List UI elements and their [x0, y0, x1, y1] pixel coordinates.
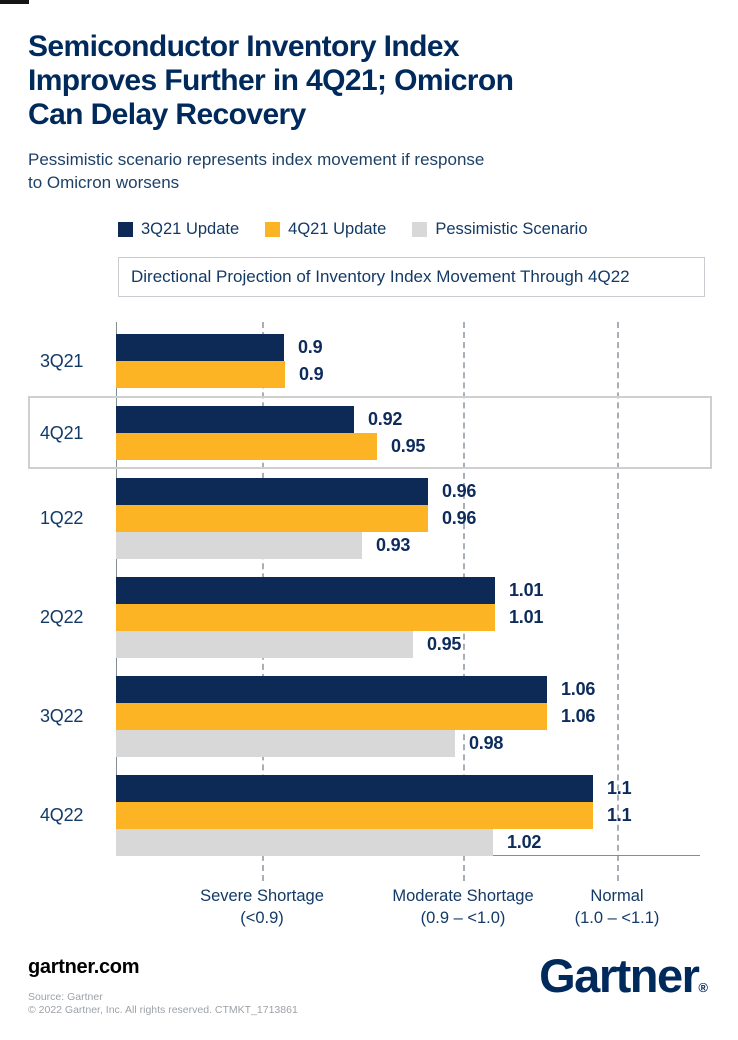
top-left-mark — [0, 0, 29, 4]
bar-row: 0.92 — [116, 406, 425, 433]
gartner-com-link[interactable]: gartner.com — [28, 956, 140, 978]
x-axis-zone-moderate-shortage: Moderate Shortage (0.9 – <1.0) — [392, 887, 534, 927]
bar-group-2q22: 2Q22 1.01 1.01 0.95 — [28, 577, 710, 658]
value-label: 0.9 — [298, 337, 323, 357]
category-label: 2Q22 — [40, 607, 84, 627]
legend-label: 3Q21 Update — [141, 220, 240, 238]
value-label: 0.92 — [368, 409, 403, 429]
value-label: 1.06 — [561, 706, 596, 726]
page-subtitle: Pessimistic scenario represents index mo… — [28, 150, 485, 192]
value-label: 0.95 — [391, 436, 426, 456]
registered-mark-icon: ® — [698, 980, 708, 995]
bar-row: 0.9 — [116, 361, 324, 388]
bar-4q21-series — [116, 361, 285, 388]
bar-group-4q21-highlighted: 4Q21 0.92 0.95 — [28, 396, 712, 469]
bar-row: 0.96 — [116, 478, 476, 505]
bar-row: 0.95 — [116, 433, 425, 460]
legend-item-pessimistic: Pessimistic Scenario — [412, 220, 588, 239]
gartner-logo: Gartner® — [539, 949, 708, 1002]
source-attribution: Source: Gartner © 2022 Gartner, Inc. All… — [28, 991, 298, 1016]
bar-row: 1.06 — [116, 703, 595, 730]
bar-pessimistic-series — [116, 532, 362, 559]
value-label: 0.98 — [469, 733, 504, 753]
bar-3q21-series — [116, 775, 593, 802]
value-label: 0.96 — [442, 481, 477, 501]
category-label: 4Q21 — [40, 422, 84, 443]
bar-4q21-series — [116, 505, 428, 532]
bar-group-3q21: 3Q21 0.9 0.9 — [28, 334, 710, 388]
bar-row: 1.1 — [116, 802, 632, 829]
bar-4q21-series — [116, 703, 547, 730]
value-label: 0.93 — [376, 535, 411, 555]
bar-3q21-series — [116, 334, 284, 361]
bar-group-1q22: 1Q22 0.96 0.96 0.93 — [28, 478, 710, 559]
category-label: 3Q21 — [40, 350, 84, 371]
bar-pessimistic-series — [116, 829, 493, 856]
value-label: 1.01 — [509, 607, 544, 627]
legend-swatch-orange-icon — [265, 222, 281, 237]
bar-4q21-series — [116, 433, 377, 460]
bar-chart: 3Q21 0.9 0.9 4Q21 0. — [28, 322, 712, 934]
bar-4q21-series — [116, 604, 495, 631]
gridline-1-1 — [617, 322, 619, 881]
legend-item-4q21-update: 4Q21 Update — [265, 220, 386, 239]
value-label: 1.06 — [561, 679, 596, 699]
bar-row: 0.9 — [116, 334, 323, 361]
bar-row: 0.93 — [116, 532, 476, 559]
legend-item-3q21-update: 3Q21 Update — [118, 220, 239, 239]
chart-legend: 3Q21 Update 4Q21 Update Pessimistic Scen… — [118, 220, 710, 239]
category-label: 1Q22 — [40, 508, 84, 528]
legend-label: 4Q21 Update — [288, 220, 387, 238]
bar-3q21-series — [116, 478, 428, 505]
page-title: Semiconductor Inventory Index Improves F… — [28, 30, 514, 131]
bar-group-4q22: 4Q22 1.1 1.1 1.02 — [28, 775, 710, 856]
bar-4q21-series — [116, 802, 593, 829]
category-label: 3Q22 — [40, 706, 84, 726]
value-label: 0.95 — [427, 634, 462, 654]
bar-groups: 3Q21 0.9 0.9 4Q21 0. — [28, 322, 712, 856]
bar-pessimistic-series — [116, 730, 455, 757]
bar-row: 1.1 — [116, 775, 632, 802]
bar-3q21-series — [116, 676, 547, 703]
value-label: 1.1 — [607, 805, 632, 825]
bar-3q21-series — [116, 406, 354, 433]
legend-swatch-navy-icon — [118, 222, 133, 237]
value-label: 1.1 — [607, 778, 632, 798]
category-label: 4Q22 — [40, 805, 84, 825]
value-label: 0.96 — [442, 508, 477, 528]
value-label: 1.01 — [509, 580, 544, 600]
value-label: 0.9 — [299, 364, 324, 384]
value-label: 1.02 — [507, 832, 542, 852]
x-axis-zone-severe-shortage: Severe Shortage (<0.9) — [200, 887, 324, 927]
bar-row: 1.01 — [116, 604, 543, 631]
bar-3q21-series — [116, 577, 495, 604]
bar-row: 0.96 — [116, 505, 476, 532]
bar-row: 1.06 — [116, 676, 595, 703]
footer: gartner.com Source: Gartner © 2022 Gartn… — [28, 952, 710, 1017]
legend-label: Pessimistic Scenario — [435, 220, 588, 238]
bar-row: 0.98 — [116, 730, 595, 757]
legend-swatch-gray-icon — [412, 222, 428, 237]
bar-pessimistic-series — [116, 631, 413, 658]
x-axis-zone-normal: Normal (1.0 – <1.1) — [574, 887, 660, 927]
bar-row: 1.01 — [116, 577, 543, 604]
chart-title-box: Directional Projection of Inventory Inde… — [118, 257, 705, 297]
bar-row: 1.02 — [116, 829, 631, 856]
bar-group-3q22: 3Q22 1.06 1.06 0.98 — [28, 676, 710, 757]
bar-row: 0.95 — [116, 631, 543, 658]
